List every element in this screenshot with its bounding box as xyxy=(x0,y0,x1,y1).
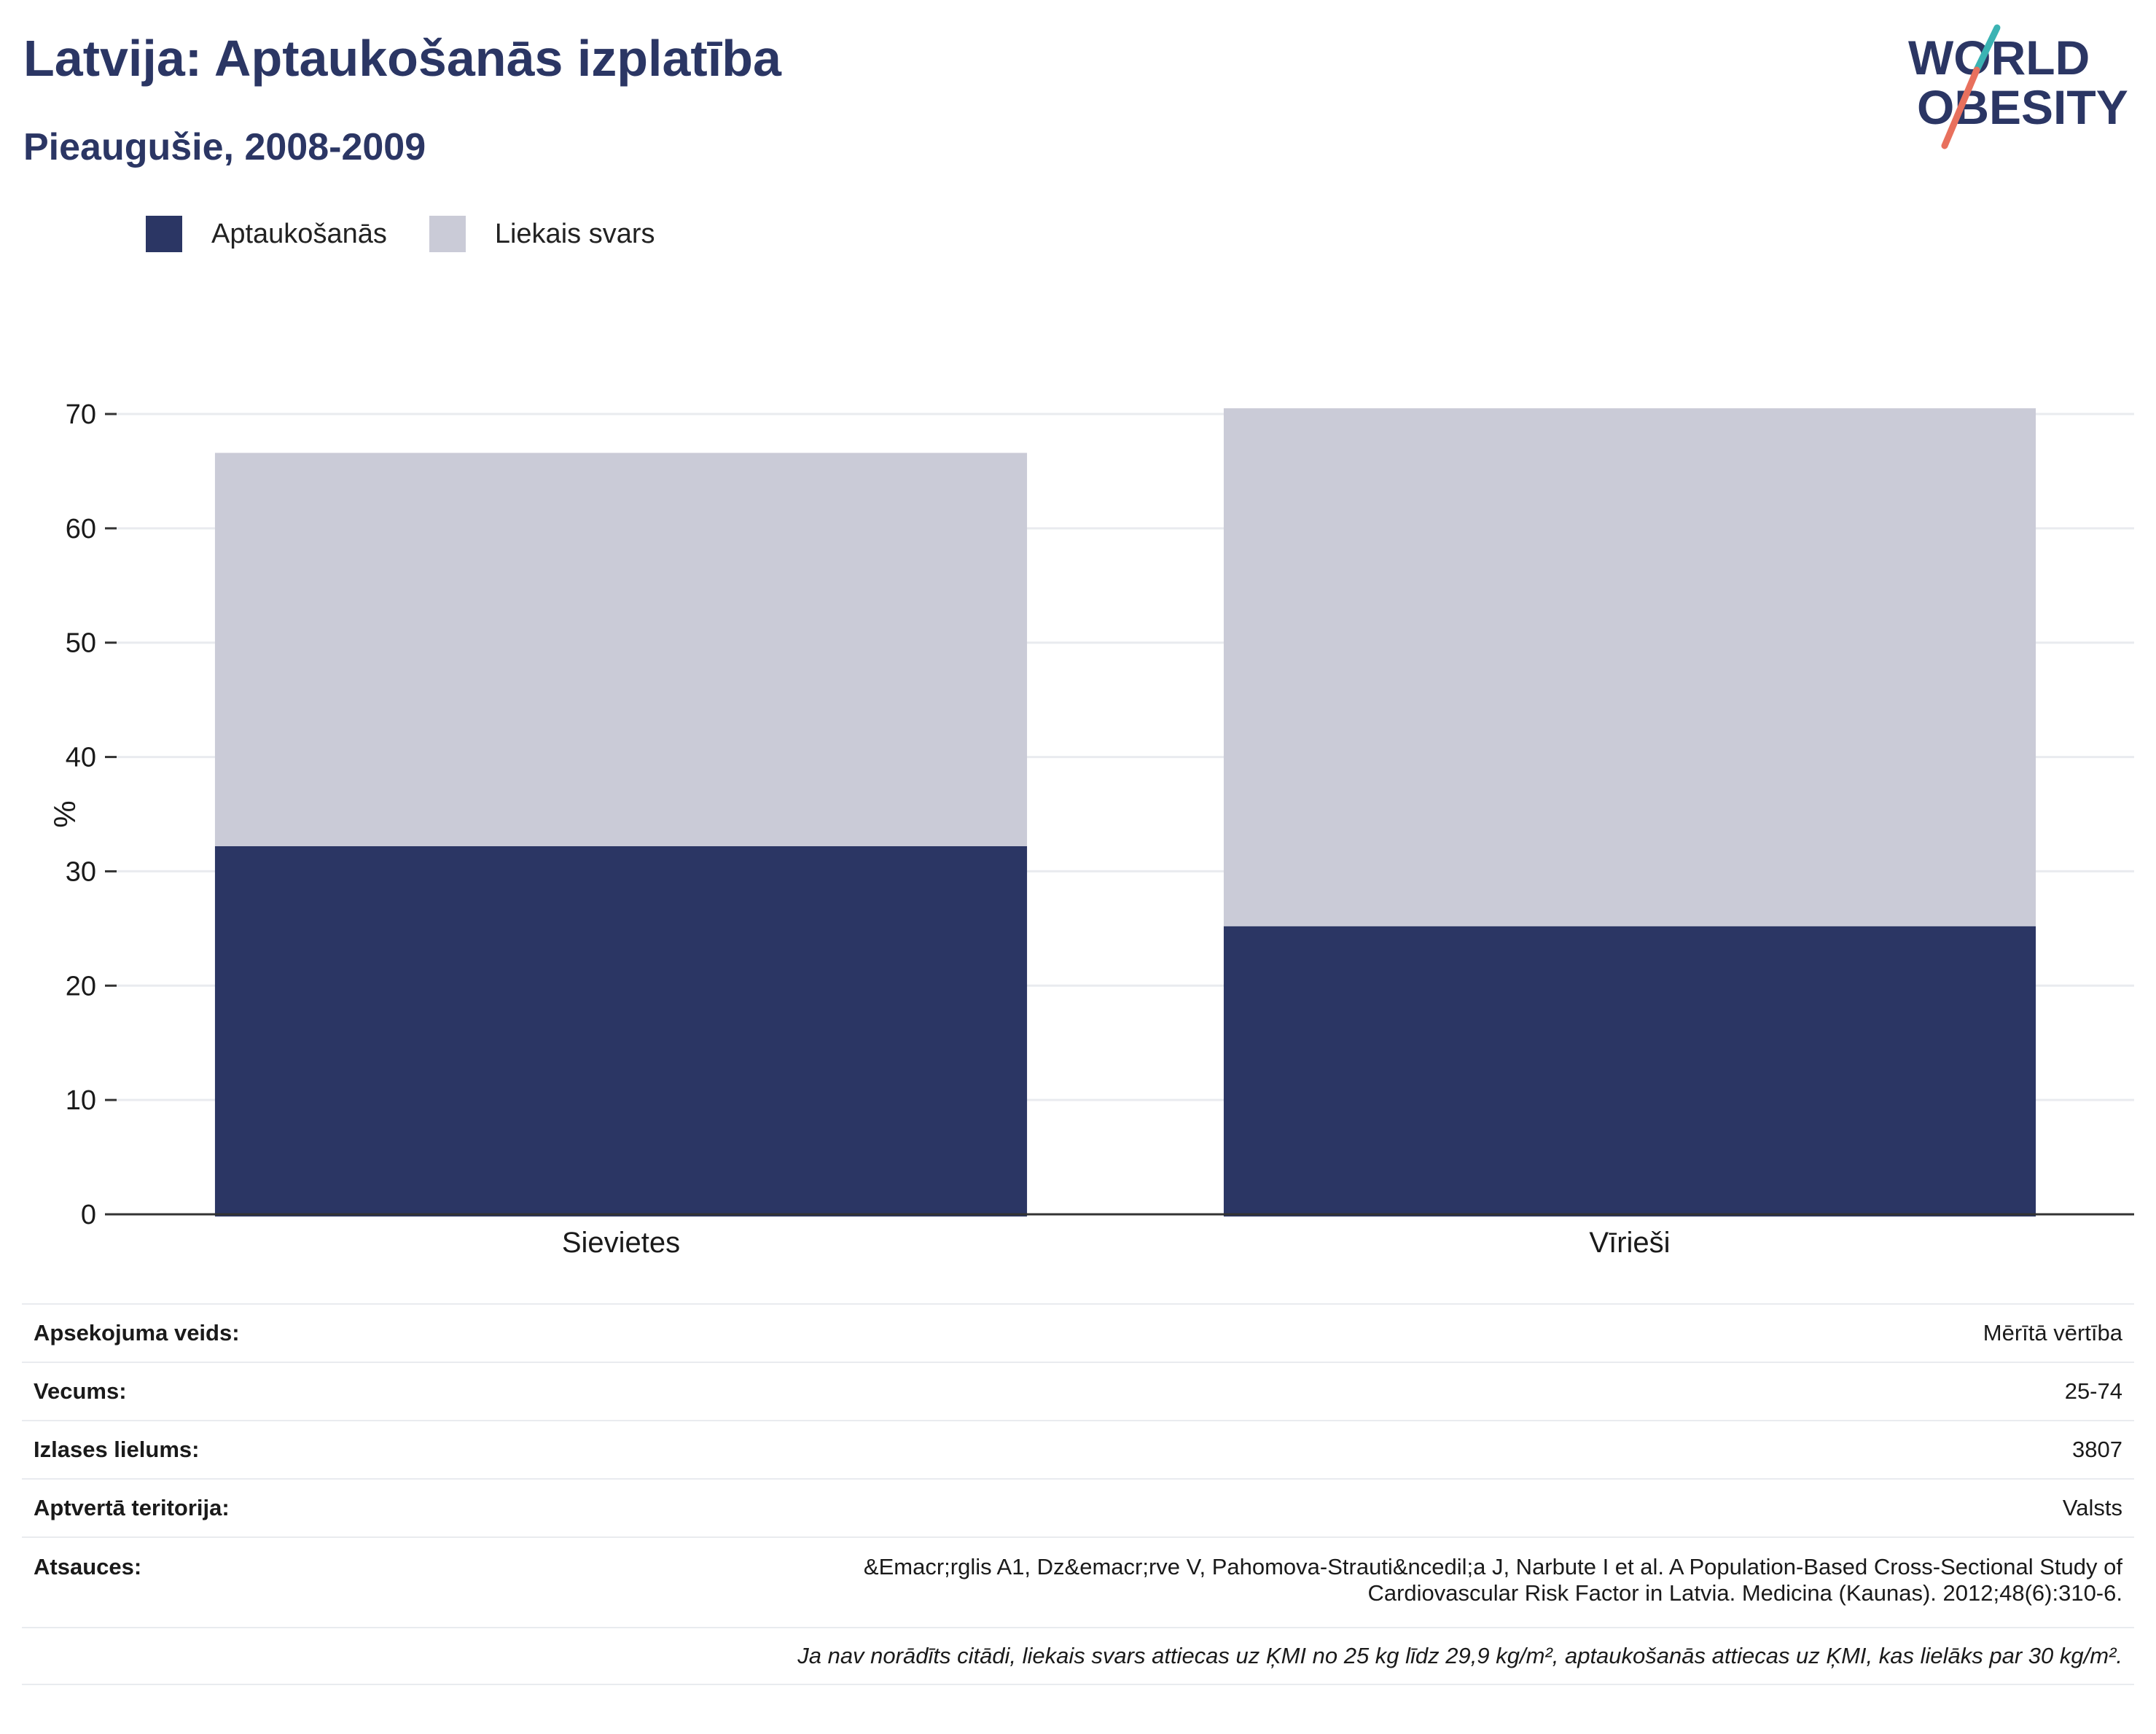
legend-swatch-overweight xyxy=(429,216,466,252)
logo-slash-coral xyxy=(1941,66,1980,149)
bar-obesity-0[interactable] xyxy=(214,845,1028,1216)
reference-line-1: &Emacr;rglis A1, Dz&emacr;rve V, Pahomov… xyxy=(863,1554,2122,1579)
world-obesity-logo: WORLD OBESITY xyxy=(1908,24,2128,149)
y-tick-label: 60 xyxy=(66,514,96,544)
y-axis-label: % xyxy=(47,800,82,827)
chart-legend: Aptaukošanās Liekais svars xyxy=(146,216,697,252)
info-label-coverage: Aptvertā teritorija: xyxy=(34,1495,230,1520)
logo-slash-teal xyxy=(1973,24,2001,74)
legend-item-overweight[interactable]: Liekais svars xyxy=(429,216,655,252)
y-tick-label: 20 xyxy=(66,971,96,1001)
legend-item-obesity[interactable]: Aptaukošanās xyxy=(146,216,387,252)
info-value-sample-size: 3807 xyxy=(2072,1437,2122,1462)
info-value-references: &Emacr;rglis A1, Dz&emacr;rve V, Pahomov… xyxy=(864,1554,2122,1606)
axes: 0 10 20 30 40 50 60 70% Sievietes Vīrieši xyxy=(47,399,2134,1259)
bar-overweight-1[interactable] xyxy=(1223,408,2036,926)
info-label-sample-size: Izlases lielums: xyxy=(34,1437,200,1462)
chart-title: Latvija: Aptaukošanās izplatība xyxy=(23,30,781,87)
y-tick-label: 0 xyxy=(81,1200,96,1230)
y-tick-label: 10 xyxy=(66,1085,96,1116)
x-tick-label: Sievietes xyxy=(562,1227,680,1259)
info-row-references: Atsauces: &Emacr;rglis A1, Dz&emacr;rve … xyxy=(22,1536,2134,1627)
y-tick-label: 50 xyxy=(66,628,96,659)
info-row-survey-type: Apsekojuma veids: Mērītā vērtība xyxy=(22,1303,2134,1362)
stacked-bar-chart: 0 10 20 30 40 50 60 70% Sievietes Vīrieši xyxy=(47,399,2134,1259)
info-note: Ja nav norādīts citādi, liekais svars at… xyxy=(797,1643,2122,1668)
info-row-note: Ja nav norādīts citādi, liekais svars at… xyxy=(22,1627,2134,1685)
info-label-references: Atsauces: xyxy=(34,1554,142,1579)
y-tick-label: 30 xyxy=(66,856,96,887)
info-value-survey-type: Mērītā vērtība xyxy=(1983,1320,2122,1346)
y-tick-label: 70 xyxy=(66,399,96,430)
info-value-coverage: Valsts xyxy=(2062,1495,2122,1520)
info-label-age: Vecums: xyxy=(34,1378,127,1404)
info-value-age: 25-74 xyxy=(2064,1378,2122,1404)
info-row-coverage: Aptvertā teritorija: Valsts xyxy=(22,1478,2134,1536)
info-table: Apsekojuma veids: Mērītā vērtība Vecums:… xyxy=(22,1303,2134,1685)
info-row-age: Vecums: 25-74 xyxy=(22,1362,2134,1420)
info-row-sample-size: Izlases lielums: 3807 xyxy=(22,1420,2134,1478)
bar-overweight-0[interactable] xyxy=(214,453,1028,846)
y-tick-label: 40 xyxy=(66,743,96,773)
bars xyxy=(214,408,2036,1216)
legend-label-obesity: Aptaukošanās xyxy=(211,218,387,249)
chart-subtitle: Pieaugušie, 2008-2009 xyxy=(23,126,426,168)
reference-line-2: Cardiovascular Risk Factor in Latvia. Me… xyxy=(1367,1580,2122,1606)
legend-label-overweight: Liekais svars xyxy=(494,218,655,249)
bar-obesity-1[interactable] xyxy=(1223,926,2036,1216)
legend-swatch-obesity xyxy=(146,216,182,252)
x-tick-label: Vīrieši xyxy=(1589,1227,1670,1259)
logo-word-world: WORLD xyxy=(1908,31,2090,85)
info-label-survey-type: Apsekojuma veids: xyxy=(34,1320,240,1346)
